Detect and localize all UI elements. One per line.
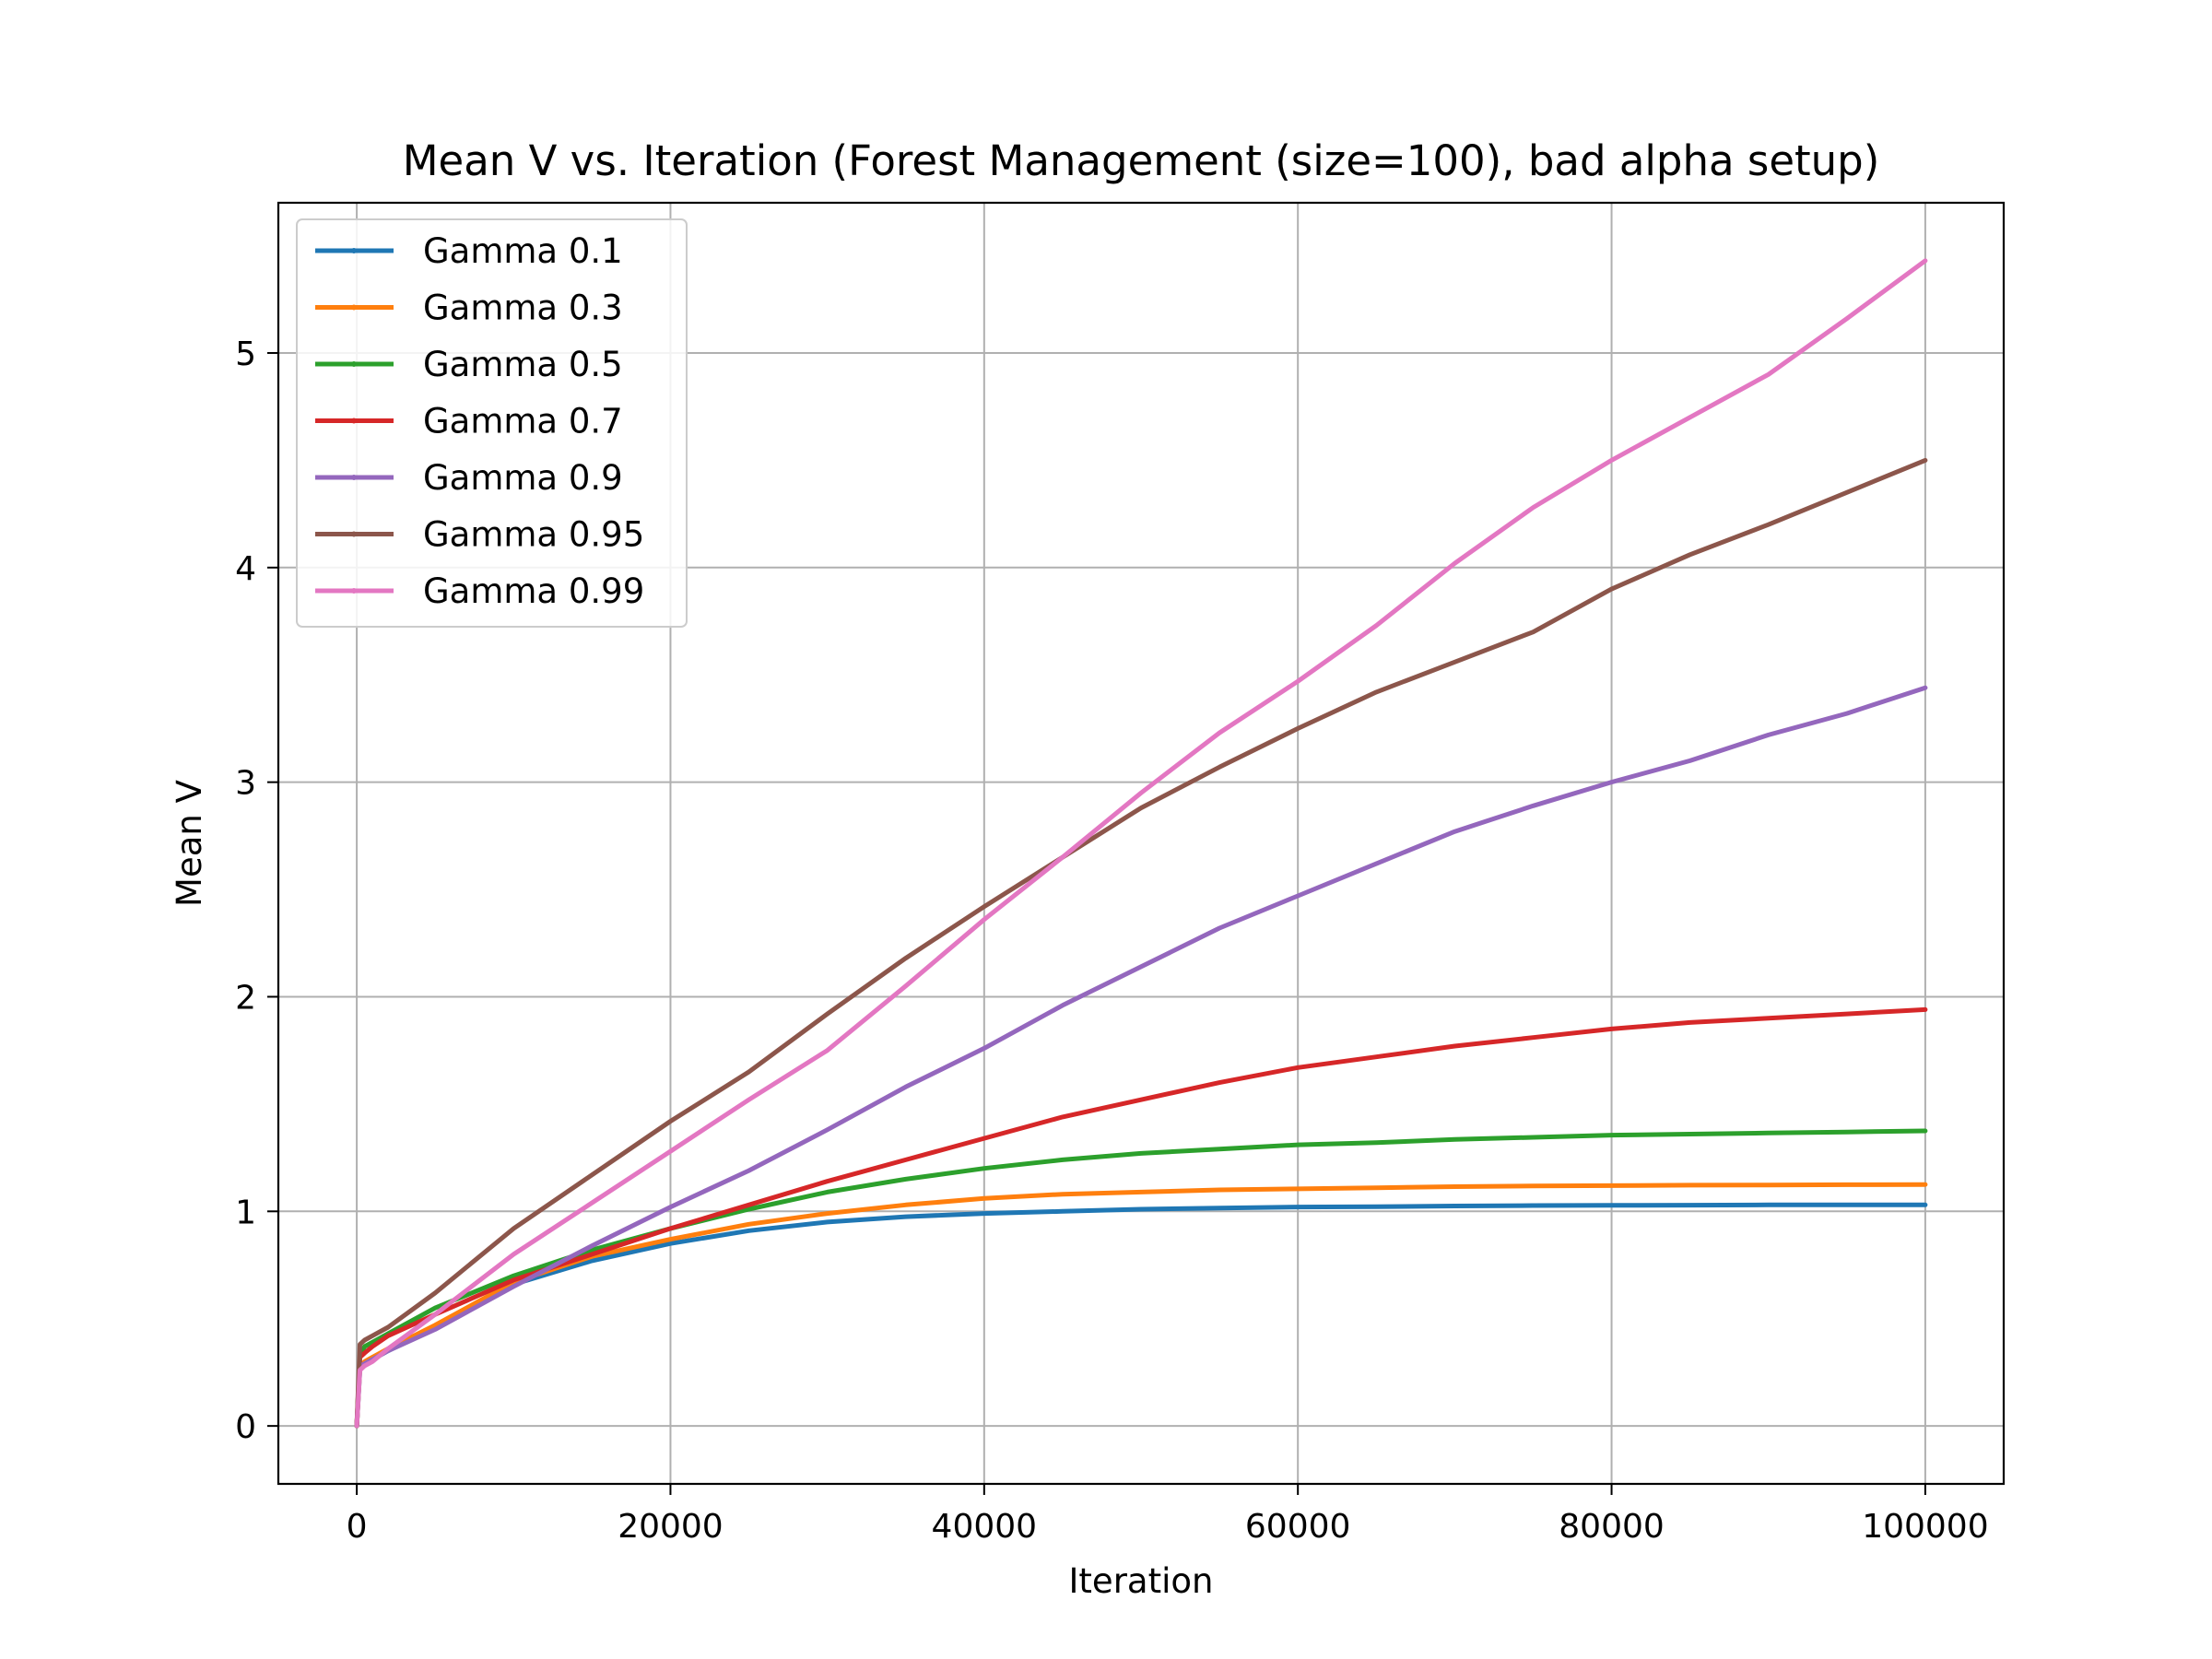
legend-label: Gamma 0.5: [423, 345, 623, 384]
series-line-gamma-0-99: [354, 258, 1928, 1429]
x-tick-label: 20000: [618, 1508, 724, 1546]
legend-marker: [351, 588, 357, 594]
x-tick-label: 100000: [1862, 1508, 1988, 1546]
y-axis-label: Mean V: [170, 780, 209, 907]
x-tick-label: 80000: [1559, 1508, 1665, 1546]
x-axis-label: Iteration: [1069, 1561, 1214, 1601]
legend-label: Gamma 0.9: [423, 458, 623, 498]
legend-marker: [351, 304, 357, 311]
x-tick-label: 60000: [1245, 1508, 1351, 1546]
legend-label: Gamma 0.95: [423, 515, 644, 555]
y-tick-label: 2: [235, 979, 256, 1017]
series-line-gamma-0-95: [354, 457, 1928, 1429]
x-tick-label: 0: [347, 1508, 368, 1546]
legend-marker: [351, 531, 357, 537]
legend-label: Gamma 0.7: [423, 402, 623, 441]
legend-box: [296, 218, 688, 628]
y-tick-label: 4: [235, 550, 256, 588]
legend-marker: [351, 248, 357, 253]
legend-marker: [351, 361, 357, 367]
grid: [278, 203, 2004, 1484]
series-line-gamma-0-7: [354, 1006, 1928, 1429]
y-tick-label: 1: [235, 1194, 256, 1231]
y-tick-label: 3: [235, 765, 256, 803]
x-tick-label: 40000: [932, 1508, 1038, 1546]
x-axis-ticks: 0 20000 40000 60000 80000 100000: [347, 1484, 1989, 1546]
chart-title: Mean V vs. Iteration (Forest Management …: [403, 136, 1880, 185]
legend: Gamma 0.1 Gamma 0.3 Gamma 0.5 Gamma 0.7 Gamm…: [296, 218, 688, 628]
series-layer: [354, 258, 1928, 1429]
plot-area-frame: [276, 201, 2006, 1486]
legend-label: Gamma 0.3: [423, 288, 623, 328]
legend-label: Gamma 0.1: [423, 231, 623, 271]
legend-label: Gamma 0.99: [423, 571, 644, 611]
legend-marker: [351, 418, 357, 424]
y-tick-label: 0: [235, 1408, 256, 1446]
legend-marker: [351, 475, 357, 480]
y-tick-label: 5: [235, 335, 256, 373]
y-axis-ticks: 0 1 2 3 4 5: [235, 335, 278, 1446]
